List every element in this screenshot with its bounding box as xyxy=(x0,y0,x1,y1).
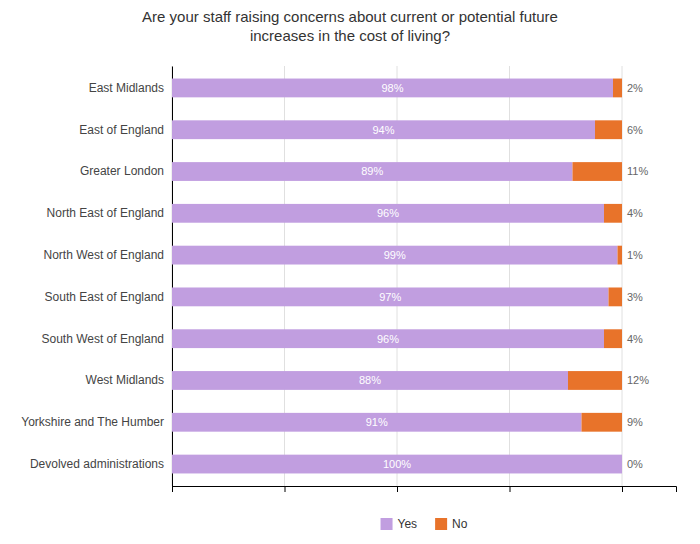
x-tick xyxy=(622,486,623,492)
bar xyxy=(604,204,622,223)
x-tick-mark xyxy=(622,486,623,492)
y-tick-label: West Midlands xyxy=(86,373,164,387)
y-tick-label: East of England xyxy=(79,123,164,137)
data-label: 6% xyxy=(627,124,643,136)
data-label: 3% xyxy=(627,291,643,303)
data-label: 91% xyxy=(366,416,388,428)
y-axis: East Midlands East of England Greater Lond… xyxy=(21,67,172,487)
bar xyxy=(613,79,622,98)
bar xyxy=(573,162,623,181)
bar xyxy=(172,162,573,181)
bar xyxy=(172,79,613,98)
series-0 xyxy=(172,79,622,474)
bar xyxy=(595,120,622,139)
plot: East Midlands East of England Greater Lond… xyxy=(21,66,676,492)
bar xyxy=(172,455,622,474)
y-tick: Devolved administrations xyxy=(30,457,164,471)
data-label: 0% xyxy=(627,458,643,470)
data-label: 2% xyxy=(627,82,643,94)
data-label: 4% xyxy=(627,333,643,345)
x-tick xyxy=(172,486,173,492)
bar xyxy=(172,413,582,432)
legend-item: No xyxy=(435,517,468,531)
legend-item: Yes xyxy=(381,517,418,531)
data-label: 9% xyxy=(627,416,643,428)
x-tick xyxy=(285,486,286,492)
legend: Yes No xyxy=(381,517,468,531)
y-tick-label: Devolved administrations xyxy=(30,457,164,471)
bar xyxy=(172,204,604,223)
legend-label: Yes xyxy=(398,517,418,531)
y-tick: East of England xyxy=(79,123,164,137)
data-label: 94% xyxy=(372,124,394,136)
x-tick xyxy=(397,486,398,492)
bars xyxy=(172,79,622,474)
bar xyxy=(172,120,595,139)
y-tick: Yorkshire and The Humber xyxy=(21,415,164,429)
x-tick-mark xyxy=(172,486,173,492)
data-label: 98% xyxy=(381,82,403,94)
bar xyxy=(172,287,609,306)
data-label: 89% xyxy=(361,165,383,177)
bar xyxy=(172,329,604,348)
legend-swatch xyxy=(435,518,447,530)
bar xyxy=(172,371,568,390)
x-tick-mark xyxy=(510,486,511,492)
series-1 xyxy=(568,79,622,432)
data-label: 96% xyxy=(377,333,399,345)
bar xyxy=(172,246,618,265)
x-axis-line xyxy=(173,487,677,493)
data-label: 96% xyxy=(377,207,399,219)
y-tick-label: South East of England xyxy=(45,290,164,304)
bar xyxy=(622,455,623,474)
title-line: increases in the cost of living? xyxy=(250,27,450,44)
y-tick-label: North West of England xyxy=(43,248,164,262)
y-tick: South East of England xyxy=(45,290,164,304)
bar xyxy=(604,329,622,348)
data-label: 4% xyxy=(627,207,643,219)
x-axis xyxy=(173,486,677,492)
bar xyxy=(568,371,622,390)
data-label: 100% xyxy=(383,458,411,470)
y-tick: South West of England xyxy=(41,332,164,346)
chart-svg: East Midlands East of England Greater Lond… xyxy=(0,0,700,544)
y-tick-label: East Midlands xyxy=(89,81,164,95)
data-label: 88% xyxy=(359,374,381,386)
bar xyxy=(609,287,623,306)
y-tick-label: South West of England xyxy=(41,332,164,346)
y-tick: North East of England xyxy=(47,206,164,220)
bar xyxy=(618,246,623,265)
data-label: 1% xyxy=(627,249,643,261)
title: Are your staff raising concerns about cu… xyxy=(142,8,558,44)
y-tick-label: Greater London xyxy=(80,164,164,178)
y-tick: East Midlands xyxy=(89,81,164,95)
y-tick: North West of England xyxy=(43,248,164,262)
y-tick-label: North East of England xyxy=(47,206,164,220)
x-tick-mark xyxy=(285,486,286,492)
x-tick-mark xyxy=(397,486,398,492)
y-tick: West Midlands xyxy=(86,373,164,387)
bar xyxy=(582,413,623,432)
x-tick xyxy=(510,486,511,492)
data-label: 12% xyxy=(627,374,649,386)
chart-container: East Midlands East of England Greater Lond… xyxy=(0,0,700,544)
legend-label: No xyxy=(452,517,468,531)
data-label: 97% xyxy=(379,291,401,303)
grid xyxy=(172,66,622,486)
page: {"chart_data": {"type": "bar", "orientat… xyxy=(0,0,700,544)
title-line: Are your staff raising concerns about cu… xyxy=(142,8,558,25)
data-label: 11% xyxy=(627,165,648,177)
data-labels: 98% 94% 89% 96% 99% 97% 96% 88% 91% 100% 2% 6% 11% 4%… xyxy=(359,82,649,470)
data-label: 99% xyxy=(384,249,406,261)
y-tick-label: Yorkshire and The Humber xyxy=(21,415,164,429)
legend-swatch xyxy=(381,518,393,530)
y-tick: Greater London xyxy=(80,164,164,178)
